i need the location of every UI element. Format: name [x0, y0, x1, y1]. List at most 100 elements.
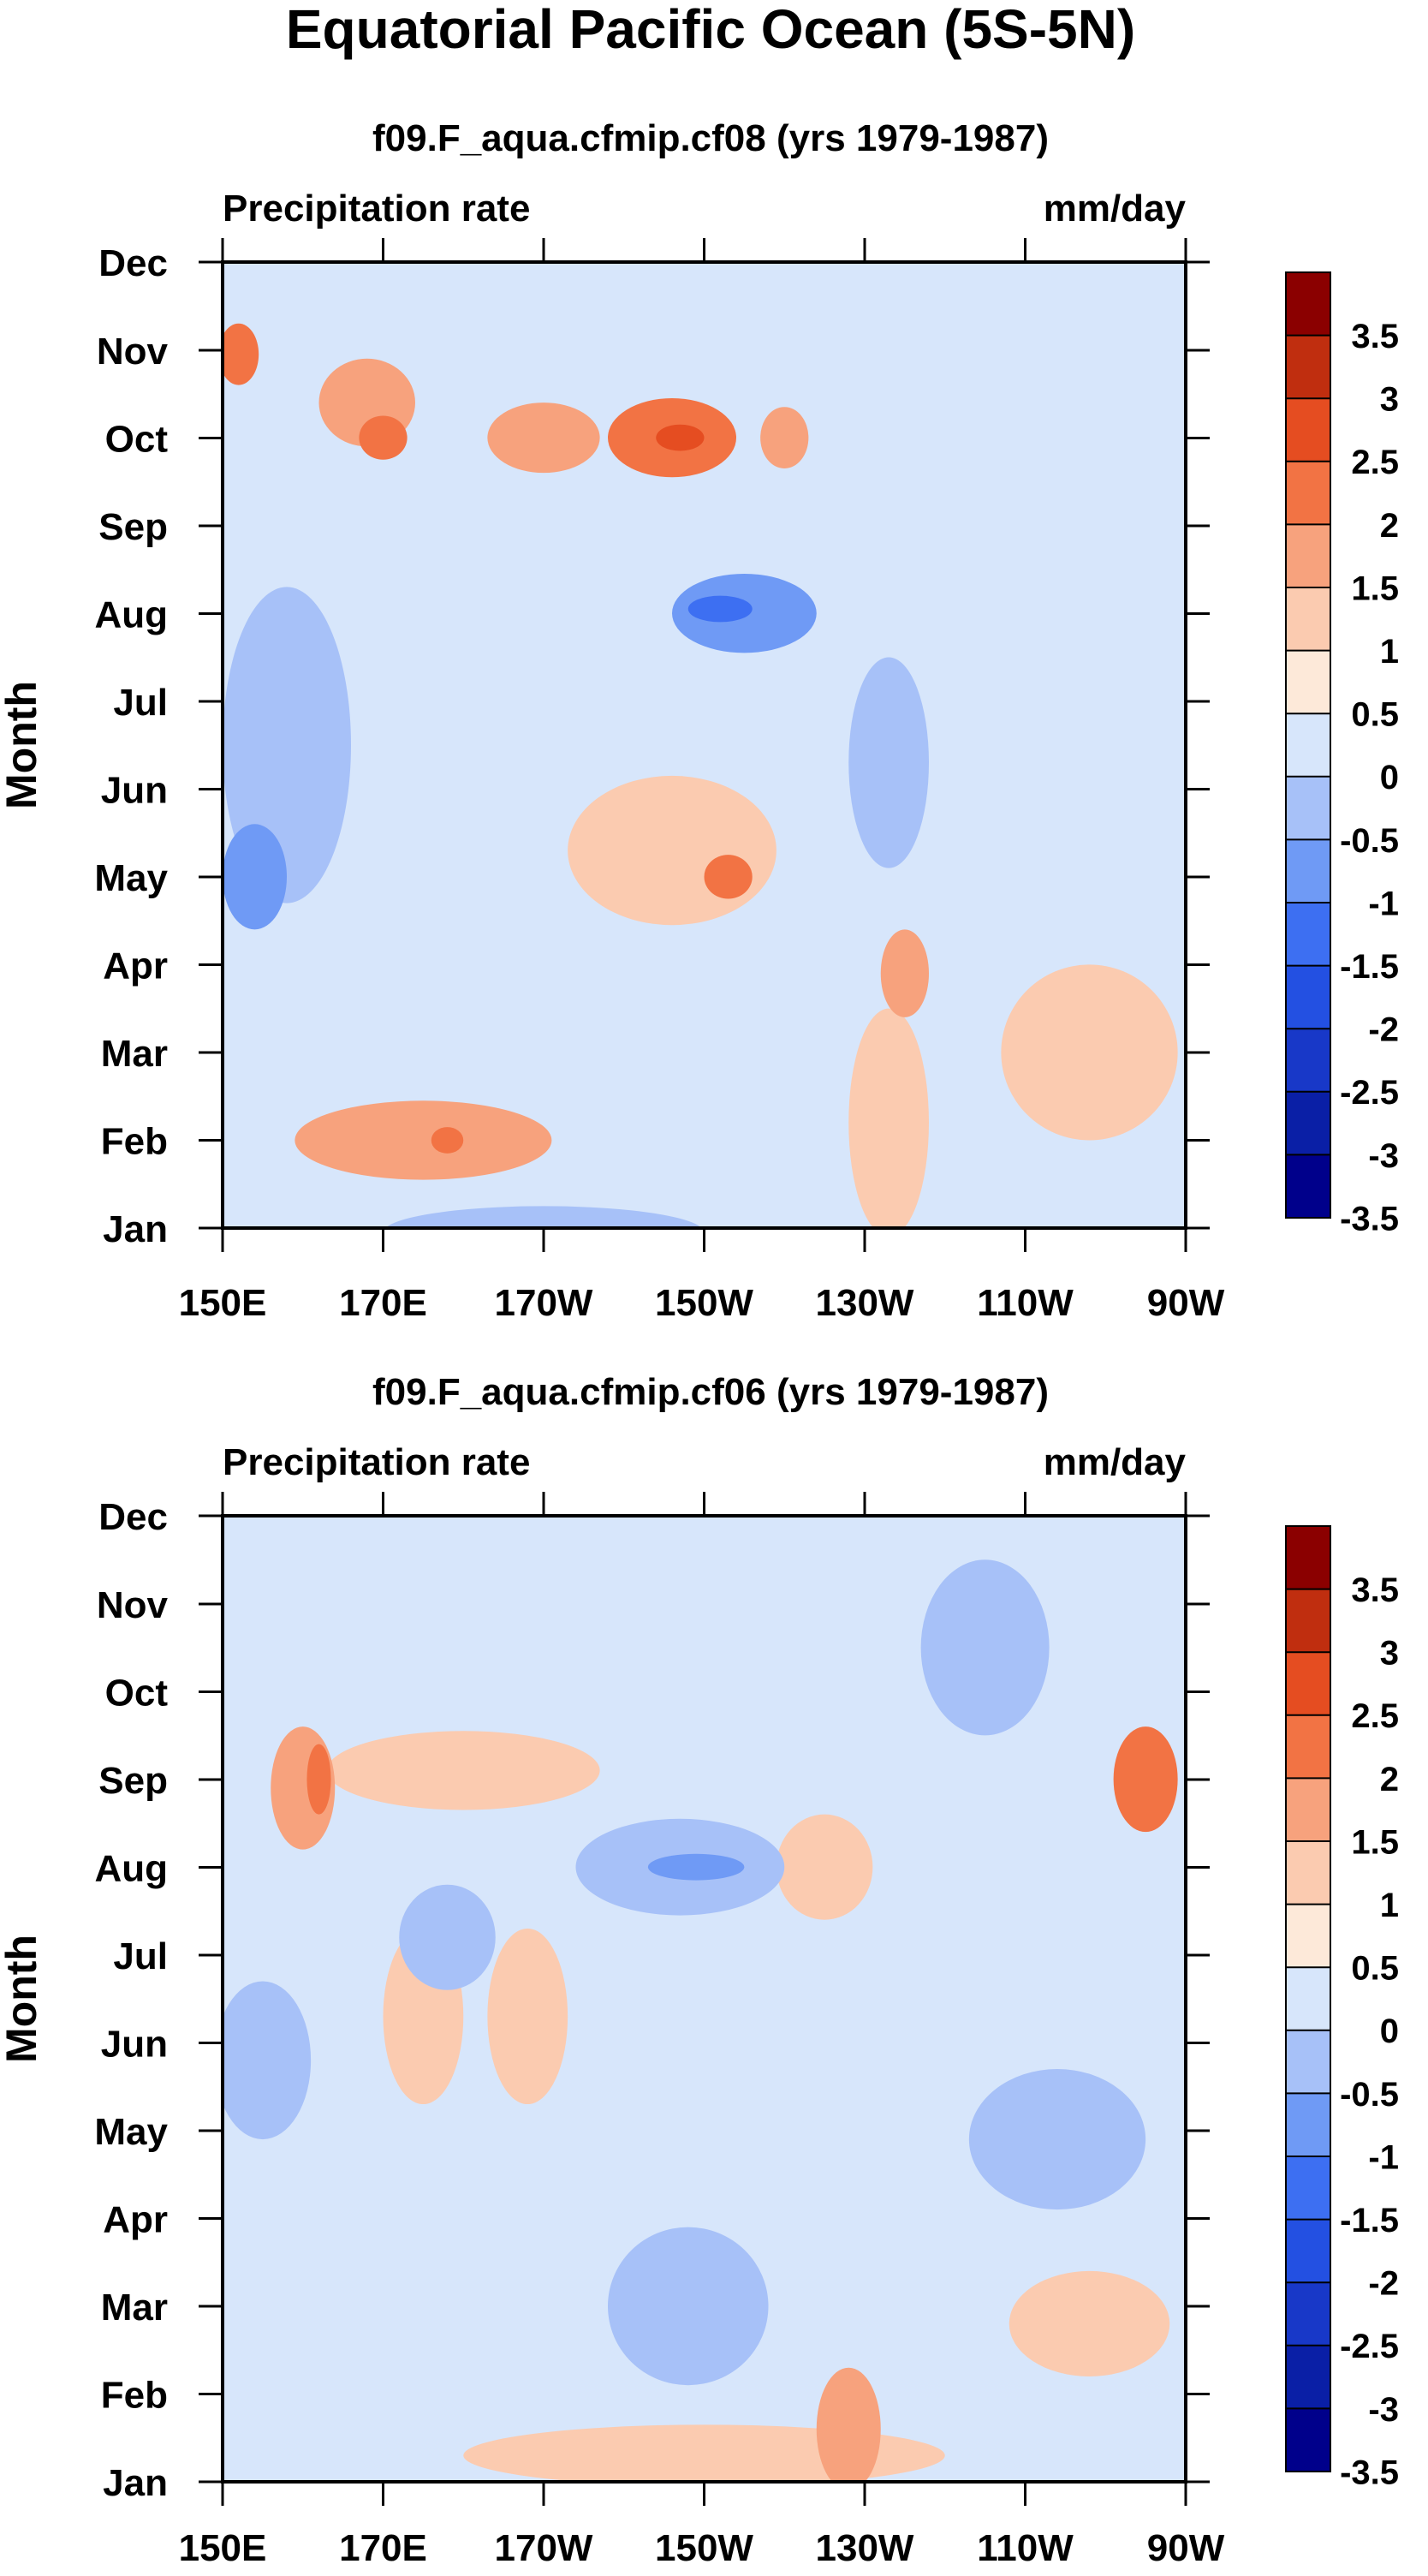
colorbar-box: [1286, 335, 1330, 399]
colorbar-box: [1286, 1904, 1330, 1968]
colorbar-label: -2: [1368, 1011, 1399, 1049]
y-tick-label: Jan: [103, 1208, 168, 1250]
contour-feature: [776, 1814, 873, 1920]
panel-1-left-label: Precipitation rate: [223, 188, 530, 230]
x-tick-label: 170W: [495, 1282, 593, 1324]
colorbar-label: 1: [1380, 1887, 1399, 1924]
colorbar-label: 2: [1380, 1761, 1399, 1798]
colorbar-label: -1: [1368, 2138, 1399, 2176]
colorbar-label: 2: [1380, 507, 1399, 545]
colorbar-box: [1286, 650, 1330, 714]
contour-feature: [1001, 964, 1178, 1141]
colorbar-label: 2.5: [1351, 444, 1399, 481]
colorbar-box: [1286, 1778, 1330, 1841]
colorbar-label: -1: [1368, 885, 1399, 922]
contour-feature: [848, 1008, 929, 1228]
y-tick-label: Jul: [113, 682, 168, 724]
colorbar-label: -0.5: [1340, 822, 1399, 860]
y-tick-label: Feb: [101, 1121, 168, 1163]
colorbar-label: -0.5: [1340, 2076, 1399, 2114]
colorbar-box: [1286, 2219, 1330, 2283]
colorbar-label: -2: [1368, 2265, 1399, 2303]
contour-feature: [968, 2069, 1146, 2210]
y-tick-label: May: [94, 857, 168, 899]
colorbar-label: 0.5: [1351, 1950, 1399, 1988]
x-tick-label: 150E: [179, 2527, 267, 2569]
y-tick-label: Mar: [101, 2287, 168, 2329]
contour-feature: [1009, 2270, 1170, 2376]
y-tick-label: Jan: [103, 2462, 168, 2504]
colorbar-label: 2.5: [1351, 1697, 1399, 1735]
panel-1: f09.F_aqua.cfmip.cf08 (yrs 1979-1987) Pr…: [0, 117, 1399, 1324]
panel-2-contour-field: [223, 1559, 1178, 2482]
colorbar-box: [1286, 398, 1330, 462]
y-tick-label: Apr: [103, 2199, 168, 2241]
x-tick-label: 90W: [1147, 2527, 1225, 2569]
contour-feature: [816, 2367, 881, 2482]
x-tick-label: 170W: [495, 2527, 593, 2569]
y-tick-label: Oct: [105, 419, 169, 461]
colorbar-label: -2.5: [1340, 2328, 1399, 2365]
colorbar-box: [1286, 903, 1330, 966]
contour-feature: [487, 402, 600, 474]
x-tick-label: 170E: [339, 2527, 427, 2569]
y-tick-label: Aug: [94, 1848, 168, 1890]
y-tick-label: Jun: [101, 2024, 168, 2066]
colorbar-box: [1286, 1967, 1330, 2030]
contour-feature: [608, 2227, 769, 2386]
colorbar-frame: [1285, 271, 1331, 1219]
panel-1-right-label: mm/day: [1044, 188, 1187, 230]
contour-feature: [223, 824, 287, 930]
y-tick-label: Dec: [98, 1496, 168, 1538]
contour-feature: [326, 1731, 600, 1810]
panel-2-x-axis: 150E 170E 170W 150W 130W 110W 90W: [179, 1492, 1225, 2569]
colorbar-label: 0: [1380, 759, 1399, 796]
y-tick-label: Jun: [101, 770, 168, 812]
colorbar-box: [1286, 2030, 1330, 2094]
colorbar-box: [1286, 1589, 1330, 1653]
colorbar-dividers: [1286, 334, 1330, 1156]
colorbar-label: -1.5: [1340, 2202, 1399, 2239]
contour-feature: [306, 1744, 331, 1815]
panel-2-y-axis: Jan Feb Mar Apr May Jun Jul Aug Sep Oct …: [94, 1496, 1210, 2504]
contour-feature: [704, 855, 753, 899]
y-tick-label: Jul: [113, 1935, 168, 1977]
contour-feature: [487, 1928, 568, 2105]
colorbar-box: [1286, 524, 1330, 587]
colorbar-label: 3: [1380, 381, 1399, 419]
colorbar-label: 0: [1380, 2012, 1399, 2050]
y-tick-label: Dec: [98, 242, 168, 284]
panel-1-contour-field: [223, 323, 1178, 1228]
x-tick-label: 150E: [179, 1282, 267, 1324]
colorbar-label: -1.5: [1340, 948, 1399, 986]
x-tick-label: 150W: [655, 2527, 753, 2569]
colorbar-label: 1.5: [1351, 1823, 1399, 1861]
y-tick-label: Nov: [97, 331, 169, 373]
panel-1-title: f09.F_aqua.cfmip.cf08 (yrs 1979-1987): [372, 117, 1049, 159]
contour-feature: [920, 1559, 1050, 1736]
contour-feature: [223, 587, 351, 903]
contour-feature: [1113, 1726, 1178, 1833]
panel-2-right-label: mm/day: [1044, 1441, 1187, 1483]
contour-feature: [647, 1853, 745, 1881]
colorbar-label: -3.5: [1340, 1200, 1399, 1237]
colorbar-box: [1286, 461, 1330, 525]
colorbar-box: [1286, 2408, 1330, 2472]
x-tick-label: 170E: [339, 1282, 427, 1324]
colorbar-box: [1286, 839, 1330, 903]
contour-feature: [687, 595, 753, 623]
y-tick-label: Apr: [103, 945, 168, 987]
colorbar-box: [1286, 1714, 1330, 1779]
panel-1-plot-area: [221, 260, 1187, 1230]
contour-feature: [848, 657, 929, 868]
panel-2-title: f09.F_aqua.cfmip.cf06 (yrs 1979-1987): [372, 1371, 1049, 1413]
colorbar-box: [1286, 1652, 1330, 1715]
colorbar-box: [1286, 2282, 1330, 2346]
colorbar-label: 1.5: [1351, 569, 1399, 607]
contour-feature: [656, 424, 705, 451]
contour-feature: [223, 323, 259, 385]
panel-2-plot-area: [221, 1514, 1187, 2484]
contour-feature: [385, 1206, 702, 1228]
panel-2-left-label: Precipitation rate: [223, 1441, 530, 1483]
